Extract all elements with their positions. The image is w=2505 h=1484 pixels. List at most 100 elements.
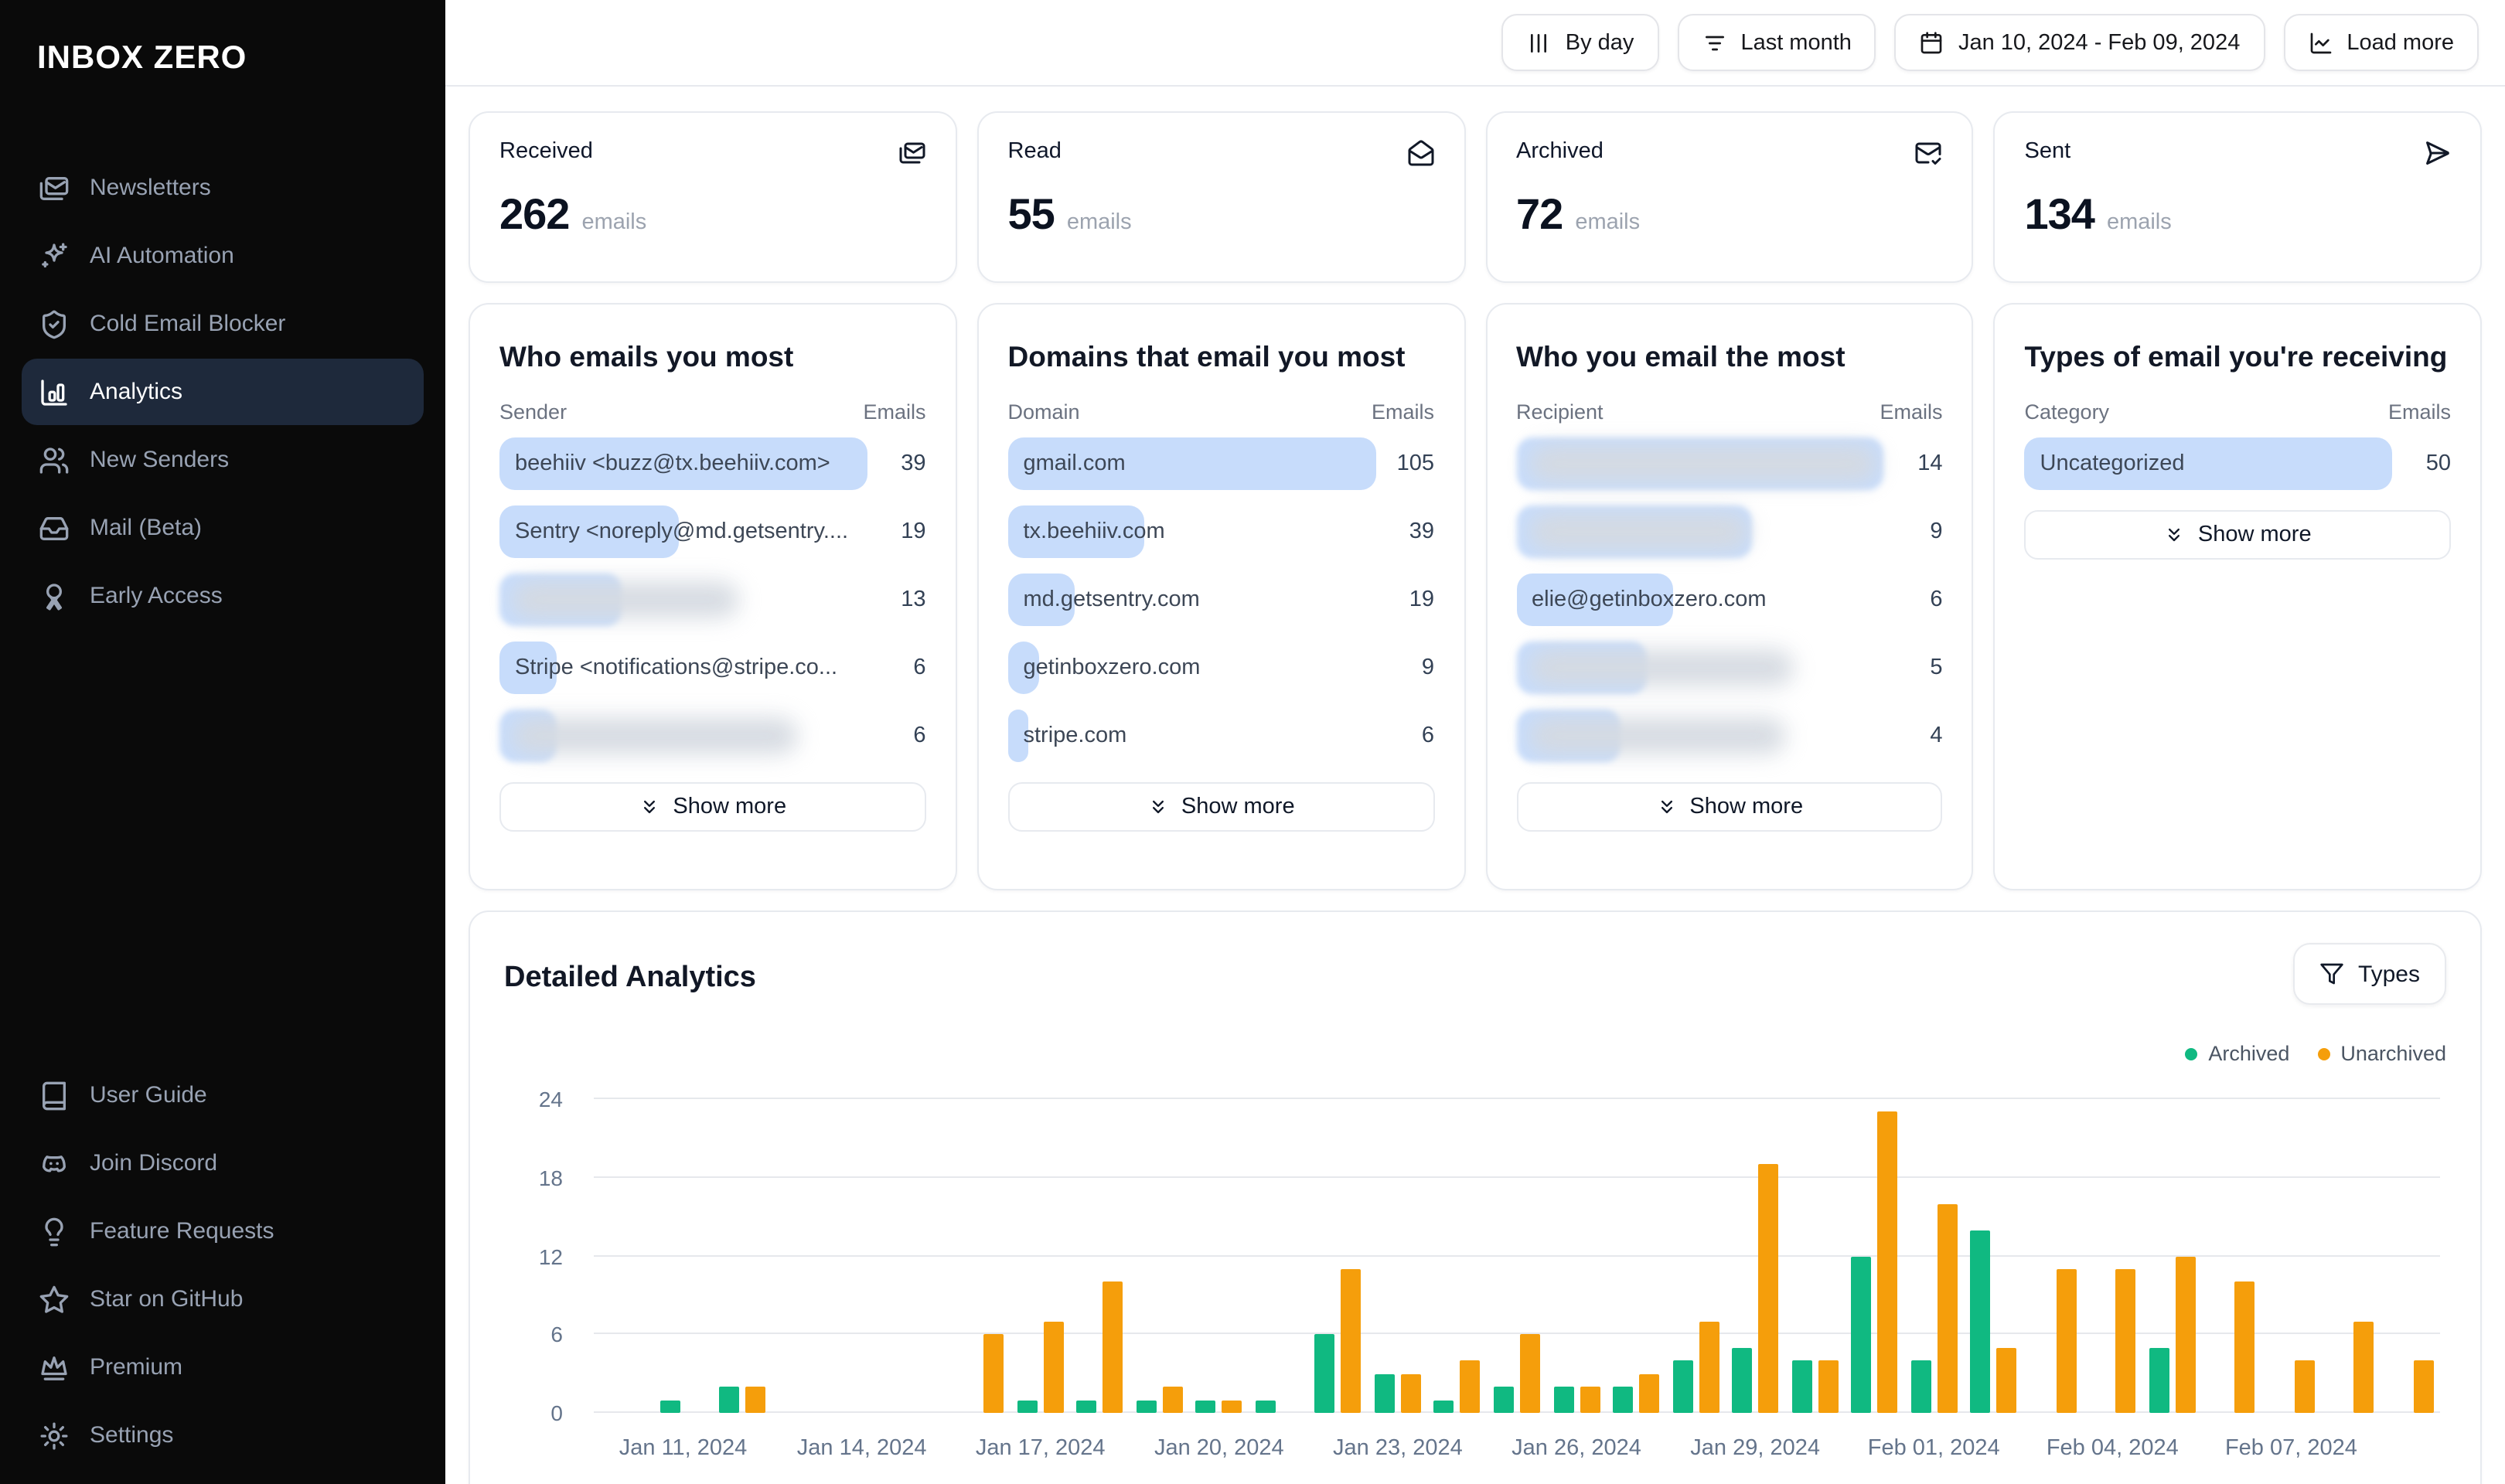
stat-unit: emails bbox=[1066, 210, 1132, 235]
list-card-title: Domains that email you most bbox=[1007, 340, 1406, 373]
sidebar-item-premium[interactable]: Premium bbox=[22, 1334, 424, 1401]
list-card-who-emails-you-most: Who emails you most Sender Emails beehiiv <… bbox=[469, 303, 957, 890]
list-item-label: Stripe <notifications@stripe.co... bbox=[515, 655, 838, 681]
list-item: 5 bbox=[1516, 642, 1943, 695]
list-item-bar bbox=[1516, 574, 1674, 627]
chart-day-group bbox=[1189, 1099, 1249, 1413]
gridline bbox=[594, 1333, 2440, 1335]
chart-bar-archived bbox=[1076, 1400, 1097, 1413]
chart-bar-archived bbox=[1255, 1400, 1276, 1413]
chart-bar-unarchived bbox=[1877, 1111, 1898, 1413]
topbar: By day Last month Jan 10, 2024 - Feb 09, 2… bbox=[445, 0, 2505, 87]
sidebar-item-label: Mail (Beta) bbox=[90, 515, 203, 541]
column-header-emails: Emails bbox=[1880, 400, 1943, 424]
chart-bar-archived bbox=[1613, 1387, 1634, 1413]
list-item-value: 39 bbox=[901, 451, 926, 477]
sidebar-item-feature-requests[interactable]: Feature Requests bbox=[22, 1198, 424, 1264]
chart-bar-unarchived bbox=[2234, 1281, 2255, 1413]
list-item: beehiiv <buzz@tx.beehiiv.com> 39 bbox=[499, 437, 926, 491]
sidebar-item-new-senders[interactable]: New Senders bbox=[22, 427, 424, 493]
chart-x-axis: Jan 11, 2024 Jan 14, 2024 Jan 17, 2024 Jan … bbox=[594, 1436, 2440, 1467]
mail-open-icon bbox=[1406, 139, 1434, 167]
chevrons-down-icon bbox=[639, 796, 660, 818]
chart-day-group bbox=[832, 1099, 891, 1413]
list-item: Sentry <noreply@md.getsentry.... 19 bbox=[499, 505, 926, 559]
sidebar-item-mail-beta[interactable]: Mail (Beta) bbox=[22, 495, 424, 561]
show-more-label: Show more bbox=[1689, 795, 1804, 820]
sidebar-item-cold-email-blocker[interactable]: Cold Email Blocker bbox=[22, 291, 424, 357]
last-month-button[interactable]: Last month bbox=[1677, 14, 1876, 71]
chart-day-group bbox=[1845, 1099, 1904, 1413]
sidebar-item-newsletters[interactable]: Newsletters bbox=[22, 155, 424, 221]
mail-check-icon bbox=[1915, 139, 1943, 167]
list-item-label: Sentry <noreply@md.getsentry.... bbox=[515, 519, 849, 545]
x-tick-label: Jan 26, 2024 bbox=[1512, 1436, 1641, 1461]
sidebar-item-settings[interactable]: Settings bbox=[22, 1402, 424, 1469]
chart-day-group bbox=[1427, 1099, 1487, 1413]
stat-card-header: Sent bbox=[2025, 139, 2452, 167]
show-more-button[interactable]: Show more bbox=[1007, 782, 1434, 832]
chart-bar-unarchived bbox=[2353, 1321, 2374, 1413]
chart-bar-unarchived bbox=[1699, 1321, 1719, 1413]
bar-chart-icon bbox=[39, 376, 70, 407]
column-header-emails: Emails bbox=[1371, 400, 1434, 424]
sidebar-item-analytics[interactable]: Analytics bbox=[22, 359, 424, 425]
list-item: Uncategorized 50 bbox=[2024, 437, 2451, 491]
list-item-value: 9 bbox=[1930, 519, 1943, 545]
list-item-bar-area: Uncategorized bbox=[2024, 437, 2392, 491]
list-rows: gmail.com 105 tx.beehiiv.com 39 md.getsentry… bbox=[1007, 437, 1434, 763]
show-more-button[interactable]: Show more bbox=[2024, 510, 2451, 560]
stats-row: Received 262 emails Read 55 emails Archived 72 e… bbox=[469, 111, 2482, 283]
chart-bar-unarchived bbox=[2056, 1268, 2077, 1413]
chart-day-group bbox=[2202, 1099, 2261, 1413]
list-item-bar-area bbox=[1516, 710, 1884, 763]
chart-bar-archived bbox=[1433, 1400, 1454, 1413]
chart-bar-archived bbox=[1493, 1387, 1514, 1413]
redacted-text-blur bbox=[512, 581, 740, 619]
show-more-button[interactable]: Show more bbox=[499, 782, 926, 832]
types-filter-button[interactable]: Types bbox=[2292, 943, 2446, 1005]
list-card-types-of-email-you-re-receiving: Types of email you're receiving Category E… bbox=[1993, 303, 2482, 890]
x-tick-label: Feb 07, 2024 bbox=[2224, 1436, 2357, 1461]
column-header-emails: Emails bbox=[2387, 400, 2451, 424]
mails-icon bbox=[39, 172, 70, 203]
stat-number: 134 bbox=[2024, 190, 2095, 238]
redacted-text-blur bbox=[1529, 513, 1750, 551]
chart-bar-unarchived bbox=[983, 1334, 1004, 1413]
sidebar-item-user-guide[interactable]: User Guide bbox=[22, 1062, 424, 1128]
chart-day-group bbox=[1726, 1099, 1785, 1413]
load-more-button[interactable]: Load more bbox=[2283, 14, 2479, 71]
sidebar-item-label: AI Automation bbox=[90, 243, 234, 269]
stat-value: 262 emails bbox=[499, 190, 926, 240]
list-item-value: 50 bbox=[2425, 451, 2451, 477]
chart-line-icon bbox=[2308, 30, 2333, 55]
load-more-button-label: Load more bbox=[2347, 30, 2454, 55]
stat-card-received: Received 262 emails bbox=[469, 111, 957, 283]
list-item-bar-area: md.getsentry.com bbox=[1007, 574, 1376, 627]
list-item: tx.beehiiv.com 39 bbox=[1007, 505, 1434, 559]
chart-bar-unarchived bbox=[1937, 1203, 1958, 1413]
list-item-value: 6 bbox=[1421, 723, 1434, 749]
jan-10-2024-feb-09-2024-button[interactable]: Jan 10, 2024 - Feb 09, 2024 bbox=[1894, 14, 2265, 71]
stat-card-read: Read 55 emails bbox=[976, 111, 1465, 283]
chart-bar-unarchived bbox=[1103, 1281, 1123, 1413]
sidebar-item-label: Analytics bbox=[90, 379, 183, 405]
show-more-button[interactable]: Show more bbox=[1516, 782, 1943, 832]
chart-day-group bbox=[2083, 1099, 2142, 1413]
stat-card-header: Archived bbox=[1516, 139, 1943, 167]
list-item: elie@getinboxzero.com 6 bbox=[1516, 574, 1943, 627]
list-rows: Uncategorized 50 bbox=[2024, 437, 2451, 491]
sidebar-item-join-discord[interactable]: Join Discord bbox=[22, 1130, 424, 1196]
sidebar-item-star-on-github[interactable]: Star on GitHub bbox=[22, 1266, 424, 1333]
stat-card-archived: Archived 72 emails bbox=[1485, 111, 1974, 283]
sidebar-item-ai-automation[interactable]: AI Automation bbox=[22, 223, 424, 289]
by-day-button[interactable]: By day bbox=[1501, 14, 1659, 71]
sidebar-item-label: User Guide bbox=[90, 1082, 207, 1108]
list-item-bar bbox=[499, 505, 679, 559]
stat-card-sent: Sent 134 emails bbox=[1993, 111, 2482, 283]
list-card-columns: Sender Emails bbox=[499, 400, 926, 424]
mails-icon bbox=[898, 139, 926, 167]
sidebar-item-early-access[interactable]: Early Access bbox=[22, 563, 424, 629]
stat-card-header: Received bbox=[499, 139, 926, 167]
chart-day-group bbox=[1070, 1099, 1130, 1413]
